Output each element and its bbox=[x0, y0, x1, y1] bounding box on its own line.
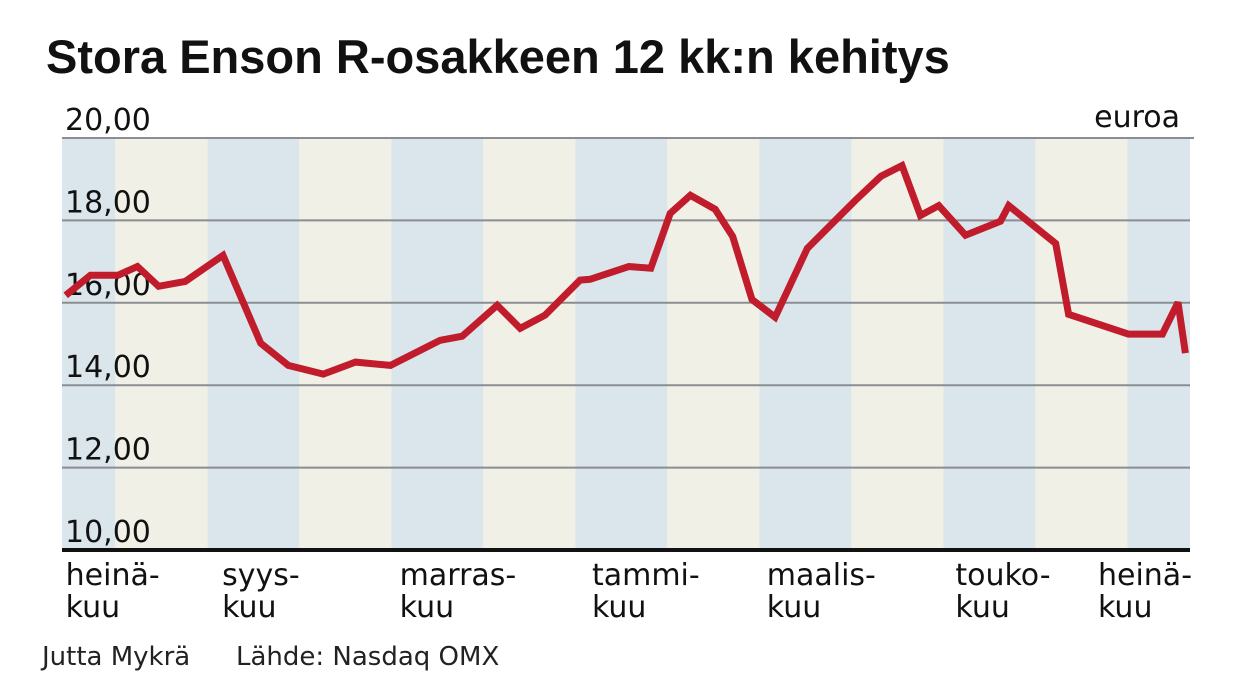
x-tick-label-line2: kuu bbox=[592, 590, 646, 625]
y-tick-label: 10,00 bbox=[65, 515, 151, 550]
month-band bbox=[207, 138, 299, 550]
x-tick-label-line1: touko- bbox=[955, 558, 1050, 593]
x-tick-label-line2: kuu bbox=[767, 590, 821, 625]
month-bands bbox=[62, 138, 1190, 550]
x-tick-label-line2: kuu bbox=[66, 590, 120, 625]
y-tick-label: 14,00 bbox=[65, 350, 151, 385]
x-tick-label-line1: marras- bbox=[400, 558, 517, 593]
x-tick-label-line1: syys- bbox=[222, 558, 300, 593]
x-tick-label-line2: kuu bbox=[955, 590, 1009, 625]
x-tick-label-line1: heinä- bbox=[1098, 558, 1192, 593]
x-tick-label-line2: kuu bbox=[1098, 590, 1152, 625]
month-band bbox=[575, 138, 667, 550]
y-tick-label: 18,00 bbox=[65, 185, 151, 220]
month-band bbox=[943, 138, 1035, 550]
x-tick-label-line2: kuu bbox=[222, 590, 276, 625]
y-tick-label: 20,00 bbox=[65, 103, 151, 138]
unit-label: euroa bbox=[1094, 100, 1180, 135]
x-tick-label-line2: kuu bbox=[400, 590, 454, 625]
chart-title: Stora Enson R-osakkeen 12 kk:n kehitys bbox=[46, 30, 950, 83]
x-tick-label-line1: tammi- bbox=[592, 558, 700, 593]
x-tick-label-line1: heinä- bbox=[66, 558, 160, 593]
x-tick-labels: heinä-kuusyys-kuumarras-kuutammi-kuumaal… bbox=[66, 558, 1192, 625]
month-band bbox=[1035, 138, 1127, 550]
x-tick-label-line1: maalis- bbox=[767, 558, 876, 593]
month-band bbox=[759, 138, 851, 550]
month-band bbox=[851, 138, 943, 550]
y-tick-label: 12,00 bbox=[65, 433, 151, 468]
footer-author: Jutta Mykrä bbox=[40, 642, 190, 672]
month-band bbox=[483, 138, 575, 550]
month-band bbox=[299, 138, 391, 550]
footer-source: Lähde: Nasdaq OMX bbox=[236, 642, 499, 672]
